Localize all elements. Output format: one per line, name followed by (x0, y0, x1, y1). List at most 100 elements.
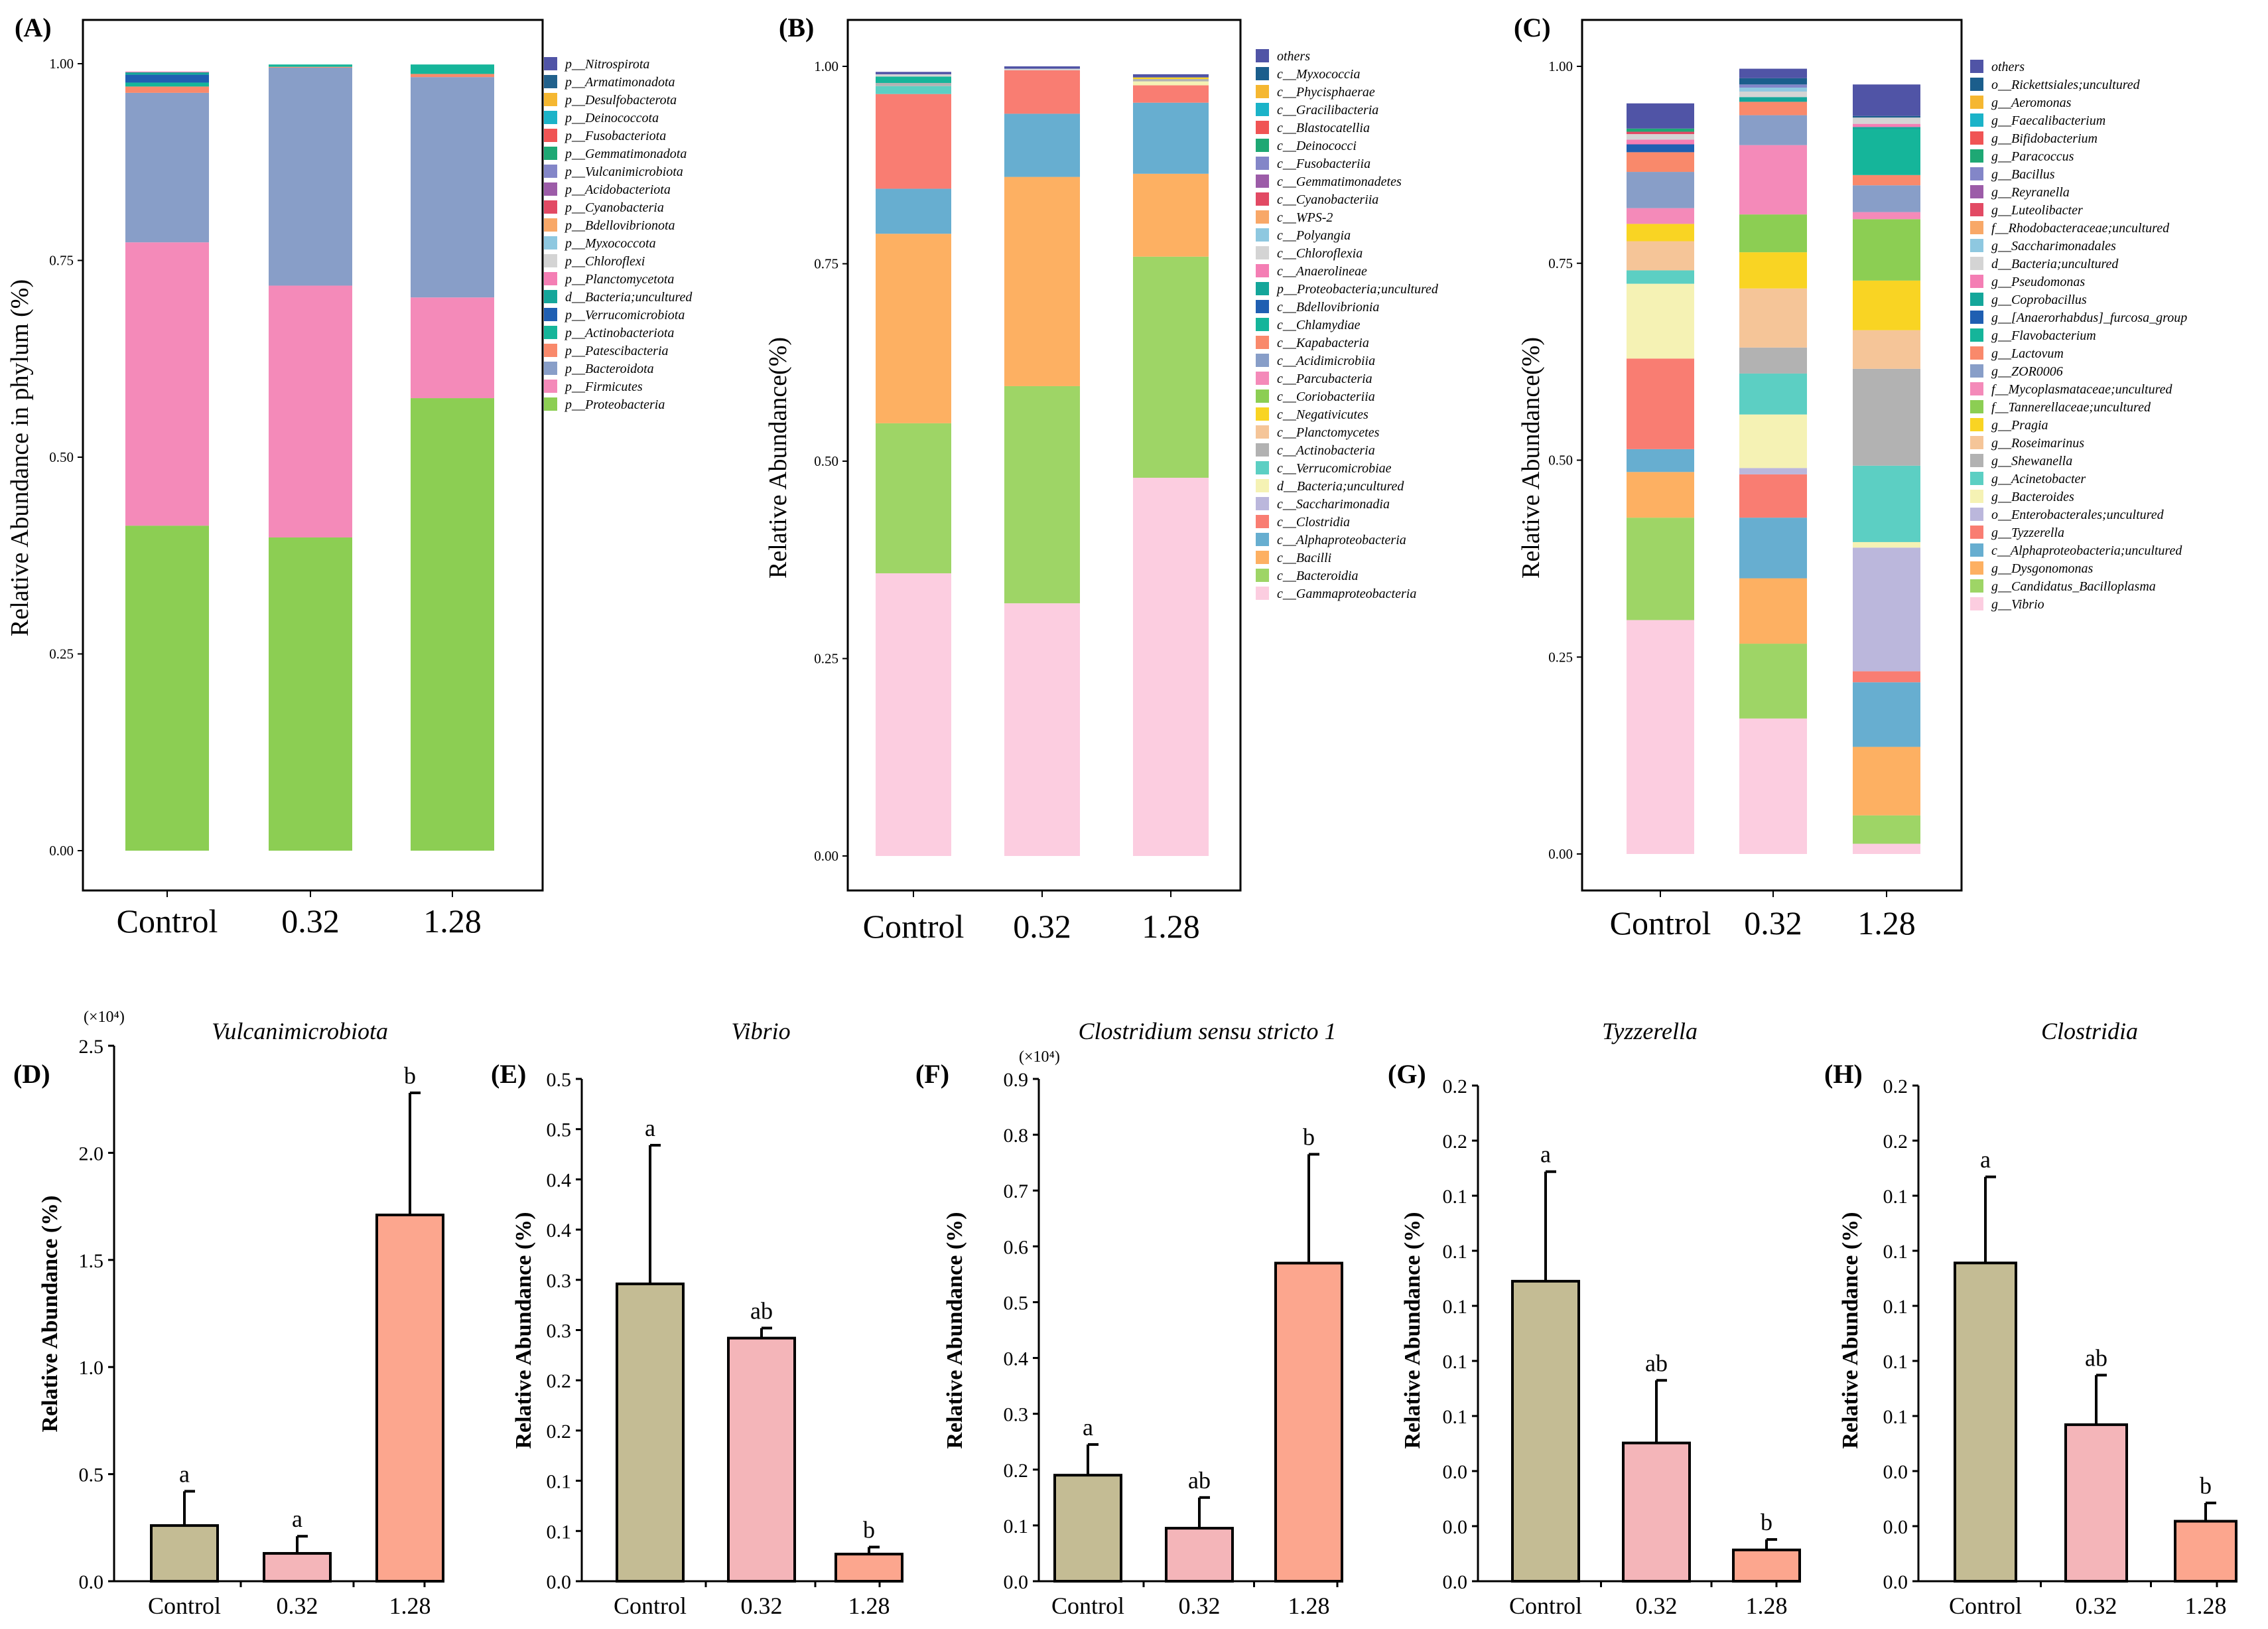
legend-entry: g__Vibrio (1991, 597, 2044, 612)
bar (150, 1524, 219, 1583)
stack-segment (1133, 81, 1209, 86)
y-tick-label: 0.2 (1883, 1131, 1908, 1153)
stack-segment (1853, 219, 1920, 281)
legend-entry: p__Myxococcota (564, 236, 656, 251)
legend-entry: g__[Anaerorhabdus]_furcosa_group (1991, 311, 2187, 325)
legend-entry: g__Reyranella (1991, 185, 2070, 200)
y-tick-label: 1.00 (49, 56, 74, 72)
stack-segment (1627, 620, 1694, 854)
significance-letter: ab (1188, 1467, 1211, 1494)
stack-segment (1627, 208, 1694, 224)
x-tick-label: 1.28 (423, 902, 482, 940)
y-tick-label: 0.50 (49, 449, 74, 465)
legend-swatch (1970, 597, 1983, 610)
x-tick-label: Control (1949, 1593, 2022, 1619)
axis-multiplier: (×10⁴) (84, 1009, 125, 1026)
legend-entry: c__Planctomycetes (1277, 425, 1380, 440)
chart-title: Tyzzerella (1602, 1018, 1698, 1044)
x-tick-label: 1.28 (1857, 904, 1916, 942)
legend-swatch (1970, 490, 1983, 503)
legend-entry: c__Clostridia (1277, 515, 1350, 530)
legend-entry: p__Cyanobacteria (564, 200, 664, 215)
stack-segment (125, 86, 209, 93)
legend-entry: o__Rickettsiales;uncultured (1991, 78, 2141, 92)
legend-swatch (1256, 443, 1269, 457)
y-tick-label: 0.75 (814, 256, 838, 272)
legend-entry: p__Deinococcota (564, 111, 659, 125)
y-tick-label: 0.50 (814, 453, 838, 469)
stack-segment (1853, 129, 1920, 175)
legend-entry: g__Tyzzerella (1991, 526, 2064, 540)
significance-letter: b (1761, 1509, 1772, 1535)
legend-entry: c__Polyangia (1277, 228, 1351, 243)
stack-segment (411, 297, 494, 399)
stack-segment (1853, 815, 1920, 844)
x-tick-label: 1.28 (1746, 1593, 1788, 1619)
legend-swatch (1970, 382, 1983, 395)
stack-segment (1739, 414, 1807, 468)
legend-swatch (1970, 400, 1983, 413)
legend-entry: g__Coprobacillus (1991, 293, 2087, 307)
y-axis-label: Relative Abundance(%) (764, 337, 792, 579)
stack-segment (269, 66, 352, 68)
y-tick-label: 0.1 (1883, 1241, 1908, 1263)
legend-entry: c__Bdellovibrionia (1277, 300, 1379, 315)
panel-C: (C) Relative Abundance(%) 0.00 0.25 0.50 0.75… (1514, 13, 2187, 942)
y-tick-label: 0.1 (547, 1521, 572, 1543)
legend-swatch (1256, 587, 1269, 600)
legend-entry: c__WPS-2 (1277, 210, 1333, 225)
stack-segment (876, 82, 951, 86)
y-tick-label: 0.5 (1004, 1292, 1029, 1314)
stack-segment (125, 72, 209, 75)
legend-swatch (1970, 311, 1983, 324)
x-tick-label: 0.32 (1636, 1593, 1678, 1619)
legend-swatch (544, 380, 557, 393)
legend-entry: c__Bacteroidia (1277, 569, 1359, 583)
stack-segment (876, 94, 951, 189)
y-tick-label: 0.9 (1004, 1069, 1029, 1091)
bar (1165, 1527, 1234, 1583)
legend-entry: c__Fusobacteriia (1277, 157, 1370, 171)
legend-swatch (1970, 418, 1983, 431)
legend-swatch (1970, 149, 1983, 163)
legend-swatch (1256, 497, 1269, 510)
x-tick-label: Control (148, 1593, 221, 1619)
stack-segment (269, 67, 352, 286)
y-tick-label: 0.50 (1548, 453, 1573, 468)
legend-swatch (1256, 264, 1269, 277)
legend-swatch (1970, 257, 1983, 270)
stack-segment (1627, 270, 1694, 284)
legend-entry: g__Bacillus (1991, 167, 2055, 182)
legend-entry: g__Saccharimonadales (1991, 239, 2116, 253)
legend-entry: p__Desulfobacterota (564, 93, 677, 107)
legend-entry: d__Bacteria;uncultured (565, 290, 693, 305)
stack-segment (1853, 212, 1920, 220)
y-axis-label: Relative Abundance(%) (1517, 337, 1545, 579)
legend-swatch (1256, 282, 1269, 295)
y-tick-label: 0.2 (1004, 1460, 1029, 1482)
stack-segment (876, 573, 951, 856)
plot-frame (846, 19, 1242, 892)
legend-swatch (544, 165, 557, 178)
legend-entry: p__Firmicutes (564, 380, 643, 394)
y-tick-label: 0.1 (1443, 1241, 1468, 1263)
legend-entry: p__Planctomycetota (564, 272, 674, 287)
legend-swatch (1256, 425, 1269, 439)
stack-segment (1739, 468, 1807, 474)
panel-label: (D) (13, 1059, 50, 1089)
y-tick-label: 0.75 (1548, 255, 1573, 271)
y-tick-label: 2.0 (79, 1143, 104, 1165)
legend-swatch (544, 200, 557, 214)
legend-entry: p__Vulcanimicrobiota (564, 165, 683, 179)
y-tick-label: 0.4 (547, 1220, 572, 1241)
stack-segment (1739, 78, 1807, 85)
y-tick-label: 0.2 (547, 1370, 572, 1392)
legend-swatch (544, 236, 557, 249)
y-tick-label: 0.2 (1443, 1076, 1468, 1098)
y-tick-label: 0.1 (1443, 1186, 1468, 1208)
legend-entry: c__Verrucomicrobiae (1277, 461, 1392, 476)
legend-entry: f__Tannerellaceae;uncultured (1991, 400, 2151, 415)
y-tick-label: 0.3 (547, 1320, 572, 1342)
legend-swatch (1970, 293, 1983, 306)
chart-title: Clostridium sensu stricto 1 (1078, 1018, 1336, 1044)
